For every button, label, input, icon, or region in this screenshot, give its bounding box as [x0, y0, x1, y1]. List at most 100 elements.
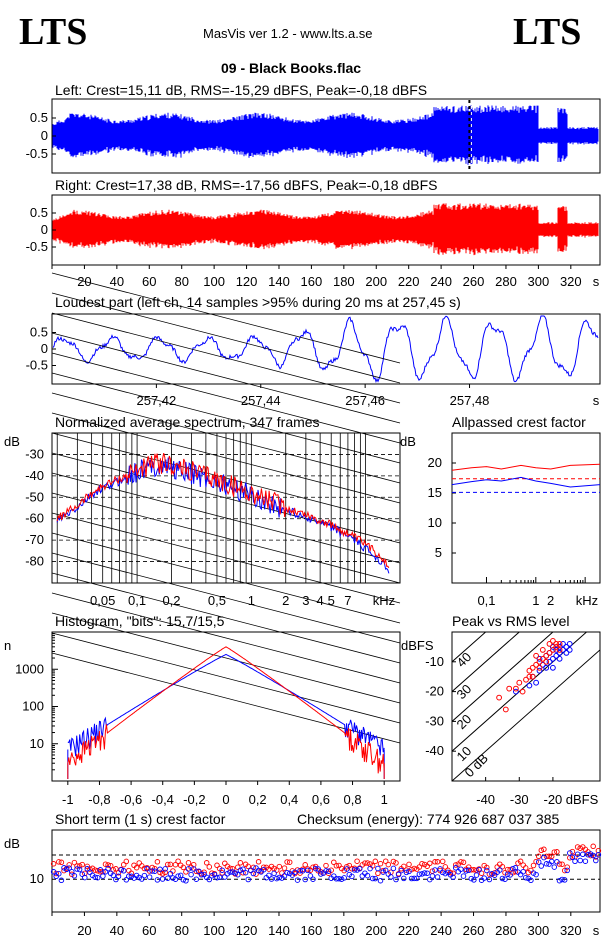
crest-point-right: [328, 867, 334, 873]
y-tick-label: -40: [25, 468, 44, 483]
y-tick-label: -0.5: [26, 239, 48, 254]
crest-point-left: [528, 877, 534, 884]
scatter-point-right: [546, 641, 553, 647]
scatter-point-left: [556, 655, 563, 662]
scatter-point-left: [546, 658, 553, 665]
x-tick-label: 257,42: [136, 393, 176, 408]
crest-point-left: [510, 865, 516, 872]
crest-point-right: [520, 862, 526, 868]
crest-point-left: [242, 869, 249, 876]
crest-point-left: [315, 866, 321, 872]
scatter-point-left: [566, 641, 573, 647]
spectrum-diagonal: [51, 352, 401, 444]
crest-point-right: [56, 859, 62, 865]
crest-point-left: [367, 865, 373, 872]
scatter-point-right: [556, 641, 563, 647]
crest-point-left: [245, 876, 251, 883]
crest-point-right: [154, 859, 161, 865]
crest-point-left: [102, 869, 109, 875]
y-tick-label: -70: [25, 532, 44, 547]
x-tick-label: 0,05: [90, 593, 115, 608]
x-tick-label: 280: [495, 923, 517, 938]
x-unit-label: s: [593, 393, 600, 408]
x-tick-label: 257,44: [241, 393, 281, 408]
crest-point-right: [66, 862, 72, 868]
crest-point-left: [146, 874, 153, 880]
crest-point-left: [123, 877, 130, 883]
crest-point-right: [260, 864, 267, 870]
crest-point-left: [595, 851, 602, 858]
crest-point-right: [255, 859, 262, 865]
crest-point-right: [432, 859, 438, 865]
crest-point-right: [50, 861, 57, 867]
crest-point-left: [149, 868, 155, 874]
crest-point-left: [481, 875, 487, 881]
crest-point-left: [403, 869, 410, 876]
x-tick-label: 60: [142, 274, 156, 289]
crest-point-right: [434, 859, 441, 865]
spectrum-diagonal: [51, 632, 401, 724]
track-title: 09 - Black Books.flac: [221, 60, 362, 76]
x-tick-label: 120: [236, 274, 258, 289]
x-tick-label: 320: [560, 274, 582, 289]
spectrum-title: Normalized average spectrum, 347 frames: [55, 414, 320, 430]
crest-point-right: [442, 864, 449, 870]
crest-point-left: [473, 872, 480, 878]
crest-point-left: [82, 874, 88, 881]
x-tick-label: -20: [544, 792, 563, 807]
x-tick-label: 100: [203, 923, 225, 938]
crest-point-left: [522, 874, 529, 881]
scatter-point-left: [550, 655, 556, 662]
crest-point-right: [302, 862, 308, 868]
crest-point-right: [92, 867, 98, 873]
crest-point-right: [87, 866, 93, 872]
crest-point-left: [312, 865, 319, 872]
x-tick-label: 160: [301, 274, 323, 289]
x-tick-label: -0,6: [120, 792, 142, 807]
x-tick-label: 0: [222, 792, 229, 807]
crest-point-left: [139, 876, 145, 882]
crest-point-right: [180, 864, 187, 871]
x-tick-label: 0,1: [128, 593, 146, 608]
y-tick-label: 0: [41, 128, 48, 143]
crest-point-right: [229, 865, 236, 872]
crest-point-left: [74, 866, 80, 872]
crest-point-left: [341, 875, 347, 881]
crest-point-left: [69, 868, 75, 875]
crest-point-left: [359, 873, 366, 879]
crest-point-left: [310, 876, 316, 882]
scatter-point-right: [523, 676, 529, 683]
crest-point-right: [183, 869, 189, 875]
crest-point-left: [429, 873, 436, 879]
y-tick-label: 10: [30, 871, 44, 886]
spectrum-diagonal: [51, 652, 401, 744]
crest-point-left: [512, 865, 519, 871]
crest-point-right: [235, 864, 241, 870]
crest-point-left: [87, 869, 93, 876]
crest-point-left: [497, 867, 503, 873]
crest-point-right: [354, 858, 360, 864]
allpassed-frame: [451, 432, 601, 584]
crest-point-right: [546, 853, 552, 860]
y-tick-label: 15: [428, 485, 442, 500]
crest-point-right: [331, 859, 337, 866]
scatter-point-right: [553, 641, 560, 647]
crest-point-right: [133, 864, 140, 871]
scatter-point-left: [563, 650, 570, 656]
scatter-point-left: [556, 650, 563, 656]
crest-point-left: [84, 866, 91, 872]
scatter-point-right: [526, 673, 533, 680]
crest-point-right: [273, 867, 280, 873]
crest-point-right: [253, 871, 259, 877]
crest-point-left: [227, 869, 233, 875]
crest-point-left: [463, 868, 469, 874]
y-tick-label: -20: [425, 684, 444, 699]
spectrum-diagonal: [51, 272, 401, 364]
crest-point-left: [284, 869, 290, 876]
crest-point-left: [214, 874, 220, 881]
crest-point-left: [209, 872, 215, 879]
spectrum-diagonal: [51, 292, 401, 384]
crest-point-right: [385, 861, 392, 868]
right-channel-title: Right: Crest=17,38 dB, RMS=-17,56 dBFS, …: [55, 177, 438, 193]
crest-point-left: [458, 866, 464, 872]
